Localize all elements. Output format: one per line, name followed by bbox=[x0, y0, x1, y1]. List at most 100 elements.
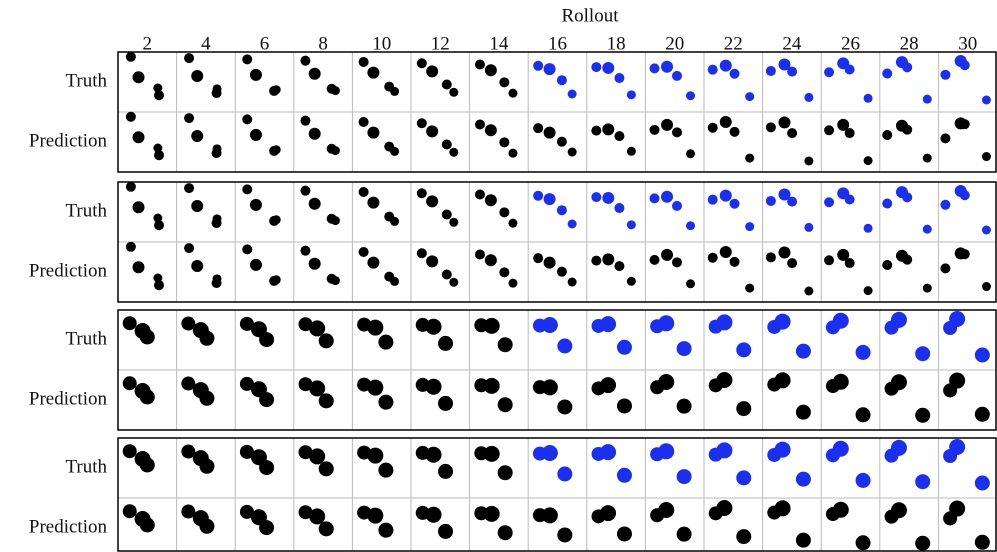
particle bbox=[627, 147, 636, 156]
particle bbox=[591, 62, 601, 72]
particle bbox=[484, 318, 500, 334]
particle bbox=[475, 250, 485, 260]
particle bbox=[720, 190, 732, 202]
column-label: 18 bbox=[607, 33, 626, 54]
particle bbox=[677, 341, 692, 356]
particle bbox=[533, 123, 543, 133]
particle bbox=[184, 183, 194, 193]
particle bbox=[426, 507, 442, 523]
particle bbox=[544, 63, 556, 75]
particle bbox=[766, 66, 776, 76]
particle bbox=[300, 186, 310, 196]
particle bbox=[882, 260, 892, 270]
column-label: 10 bbox=[372, 33, 391, 54]
particle bbox=[184, 53, 194, 63]
particle bbox=[716, 314, 732, 330]
particle bbox=[309, 68, 321, 80]
particle bbox=[438, 396, 453, 411]
particle bbox=[891, 374, 907, 390]
particle bbox=[730, 127, 740, 137]
particle bbox=[617, 398, 632, 413]
particle bbox=[367, 127, 379, 139]
particle bbox=[614, 131, 624, 141]
particle bbox=[272, 215, 281, 224]
particle bbox=[672, 201, 682, 211]
particle bbox=[975, 348, 990, 363]
particle bbox=[677, 469, 692, 484]
particle bbox=[975, 476, 990, 491]
column-label: 28 bbox=[900, 33, 919, 54]
particle bbox=[982, 282, 991, 291]
particle bbox=[250, 69, 262, 81]
column-label: 12 bbox=[431, 33, 450, 54]
particle bbox=[975, 535, 990, 550]
particle bbox=[498, 397, 513, 412]
particle bbox=[309, 128, 321, 140]
particle bbox=[796, 405, 811, 420]
column-label: 16 bbox=[548, 33, 567, 54]
particle bbox=[745, 222, 754, 231]
column-label: 22 bbox=[724, 33, 743, 54]
particle bbox=[242, 54, 252, 64]
particle bbox=[745, 154, 754, 163]
particle bbox=[242, 114, 252, 124]
particle bbox=[960, 60, 970, 70]
particle bbox=[796, 533, 811, 548]
particle bbox=[557, 75, 567, 85]
particle bbox=[417, 58, 427, 68]
particle bbox=[359, 117, 369, 127]
particle bbox=[123, 444, 137, 458]
particle bbox=[508, 219, 517, 228]
particle bbox=[902, 192, 912, 202]
particle bbox=[591, 192, 601, 202]
particle bbox=[123, 376, 137, 390]
particle bbox=[891, 440, 907, 456]
particle bbox=[499, 137, 509, 147]
particle bbox=[133, 261, 145, 273]
particle bbox=[126, 112, 136, 122]
particle bbox=[442, 269, 452, 279]
particle bbox=[250, 199, 262, 211]
particle bbox=[272, 145, 281, 154]
column-label: 8 bbox=[318, 33, 328, 54]
particle bbox=[557, 527, 572, 542]
particle bbox=[331, 146, 340, 155]
particle bbox=[960, 249, 970, 259]
particle bbox=[259, 332, 274, 347]
particle bbox=[123, 316, 137, 330]
particle bbox=[499, 77, 509, 87]
particle bbox=[498, 465, 513, 480]
particle bbox=[242, 244, 252, 254]
particle bbox=[508, 89, 517, 98]
particle bbox=[716, 372, 732, 388]
particle bbox=[309, 448, 325, 464]
particle bbox=[882, 130, 892, 140]
particle bbox=[736, 401, 751, 416]
particle bbox=[199, 331, 214, 346]
particle bbox=[126, 52, 136, 62]
particle bbox=[650, 193, 660, 203]
particle bbox=[213, 274, 222, 283]
particle bbox=[650, 255, 660, 265]
particle bbox=[319, 461, 334, 476]
particle bbox=[824, 197, 834, 207]
row-label: Prediction bbox=[29, 130, 108, 151]
particle bbox=[557, 399, 572, 414]
column-label: 24 bbox=[782, 33, 802, 54]
particle bbox=[309, 198, 321, 210]
particle bbox=[650, 63, 660, 73]
particle bbox=[126, 242, 136, 252]
particle bbox=[126, 182, 136, 192]
particle bbox=[390, 217, 399, 226]
particle bbox=[736, 470, 751, 485]
particle bbox=[787, 258, 797, 268]
particle bbox=[716, 442, 732, 458]
particle bbox=[804, 156, 813, 165]
particle bbox=[272, 85, 281, 94]
particle bbox=[730, 69, 740, 79]
particle bbox=[367, 448, 383, 464]
particle bbox=[498, 337, 513, 352]
particle bbox=[568, 220, 577, 229]
particle bbox=[544, 127, 556, 139]
figure-title: Rollout bbox=[561, 5, 619, 26]
